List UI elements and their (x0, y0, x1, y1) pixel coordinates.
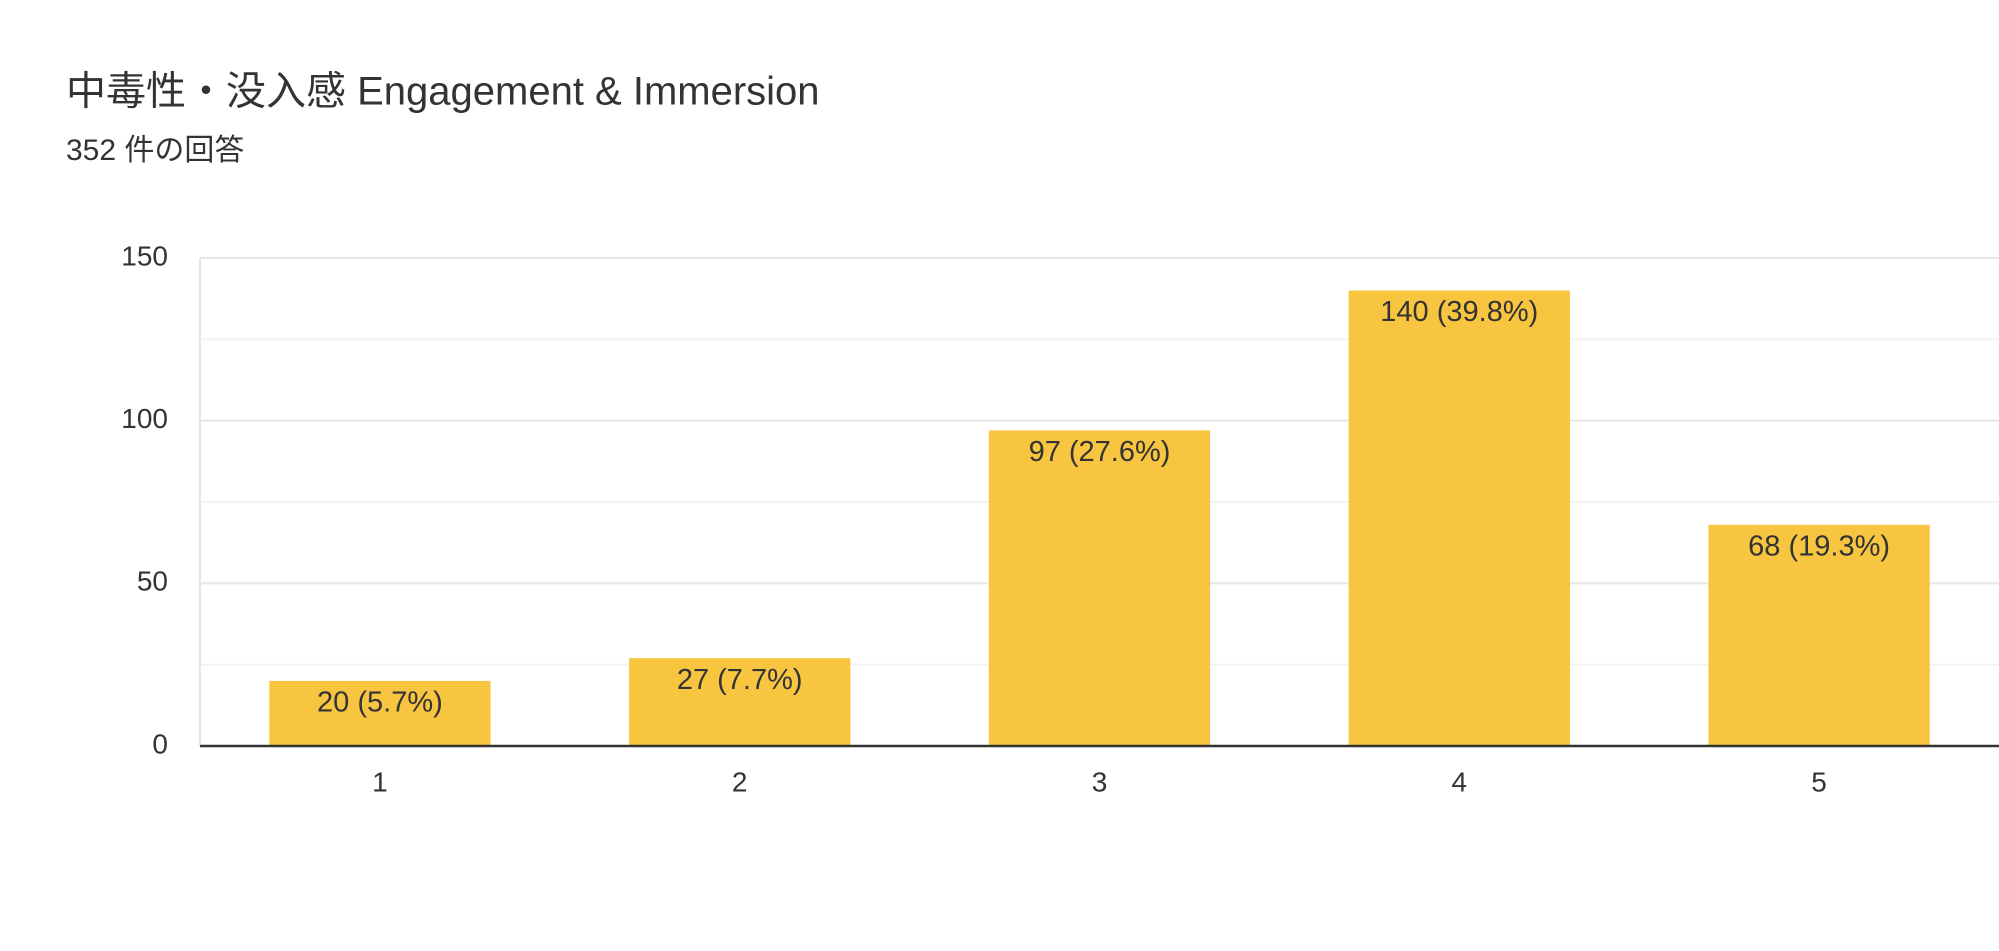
bar (629, 658, 851, 746)
x-tick-label: 3 (1092, 766, 1108, 797)
x-tick-label: 5 (1811, 766, 1827, 797)
value-label: 140 (39.8%) (1380, 296, 1538, 328)
x-tick-label: 4 (1452, 766, 1468, 797)
chart-title: 中毒性・没入感 Engagement & Immersion (66, 70, 820, 114)
chart-subtitle: 352 件の回答 (66, 134, 244, 167)
y-tick-label: 0 (152, 728, 168, 759)
value-label: 20 (5.7%) (317, 687, 443, 719)
bar (1348, 290, 1570, 746)
value-label: 27 (7.7%) (677, 664, 803, 696)
y-tick-label: 150 (121, 240, 168, 271)
x-tick-label: 2 (732, 766, 748, 797)
bar (269, 680, 491, 746)
x-tick-label: 1 (372, 766, 388, 797)
bar (988, 430, 1211, 746)
bar (1708, 524, 1930, 746)
value-label: 68 (19.3%) (1748, 530, 1890, 562)
y-tick-label: 100 (121, 403, 168, 434)
value-label: 97 (27.6%) (1029, 436, 1171, 468)
y-tick-label: 50 (137, 566, 168, 597)
